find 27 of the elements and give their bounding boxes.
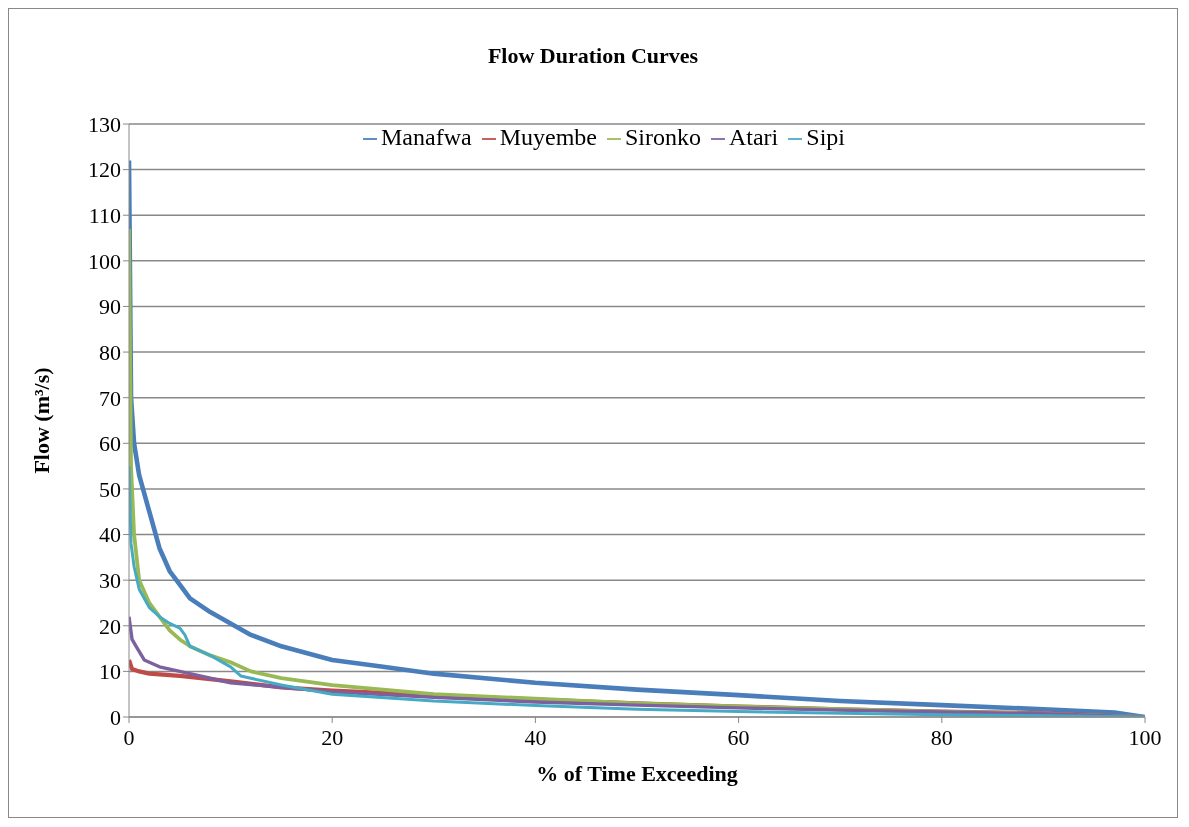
y-tick-label: 60 — [99, 431, 121, 457]
y-tick-label: 70 — [99, 385, 121, 411]
legend-label: Sironko — [624, 124, 701, 150]
legend-label: Muyembe — [499, 124, 597, 150]
y-tick-label: 100 — [88, 248, 121, 274]
y-tick-label: 30 — [99, 567, 121, 593]
legend-label: Sipi — [806, 124, 845, 150]
x-tick-label: 80 — [930, 724, 953, 750]
y-tick-label: 20 — [99, 613, 121, 639]
y-tick-label: 50 — [99, 476, 121, 502]
x-tick-label: 100 — [1128, 724, 1162, 750]
chart-title: Flow Duration Curves — [486, 43, 700, 69]
y-tick-label: 10 — [99, 659, 121, 685]
legend-label: Atari — [728, 124, 779, 150]
legend-label: Manafwa — [381, 124, 472, 150]
x-tick-label: 60 — [727, 724, 750, 750]
y-tick-label: 130 — [88, 111, 121, 137]
y-tick-label: 0 — [110, 704, 121, 730]
x-axis-title: % of Time Exceeding — [536, 761, 738, 786]
y-tick-label: 120 — [88, 157, 121, 183]
y-tick-label: 110 — [88, 203, 121, 229]
y-axis-title: Flow (m³/s) — [28, 367, 54, 474]
y-tick-label: 90 — [99, 294, 121, 320]
y-tick-label: 80 — [99, 339, 121, 365]
y-tick-label: 40 — [99, 522, 121, 548]
x-tick-label: 20 — [321, 724, 344, 750]
x-tick-label: 40 — [524, 724, 547, 750]
